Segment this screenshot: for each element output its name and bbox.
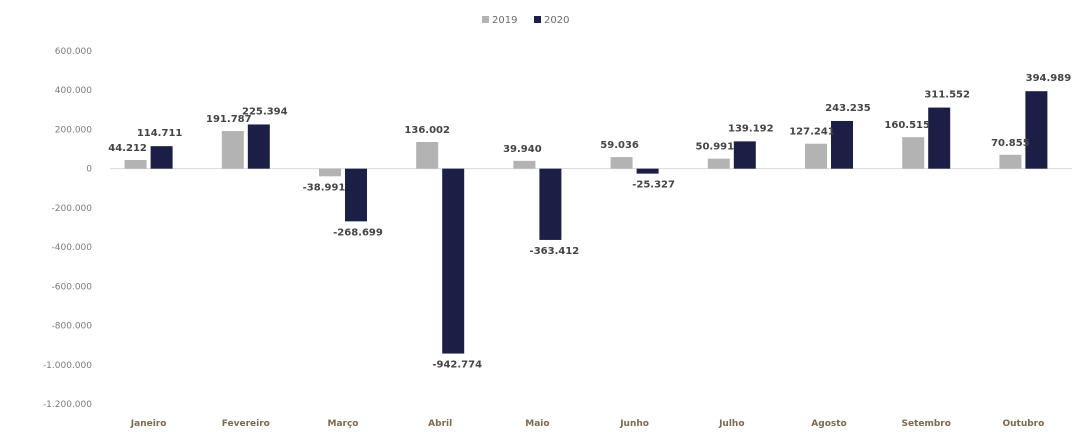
bar-2020-janeiro xyxy=(150,146,173,169)
y-tick-label: -800.000 xyxy=(52,322,93,332)
data-label-2019-março: -38.991 xyxy=(303,182,346,193)
x-category-label: Fevereiro xyxy=(222,419,270,429)
bar-2019-maio xyxy=(513,160,536,169)
y-tick-label: -600.000 xyxy=(52,282,93,292)
bar-2019-março xyxy=(319,168,341,177)
data-label-2019-agosto: 127.241 xyxy=(789,127,835,138)
x-category-label: Outubro xyxy=(1002,419,1044,429)
y-tick-label: -1.000.000 xyxy=(43,361,92,371)
bar-2019-fevereiro xyxy=(221,131,244,169)
data-label-2019-maio: 39.940 xyxy=(503,144,542,155)
data-label-2020-outubro: 394.989 xyxy=(1026,73,1072,84)
data-label-2019-fevereiro: 191.787 xyxy=(206,114,252,125)
x-category-label: Setembro xyxy=(901,419,950,429)
data-label-2019-janeiro: 44.212 xyxy=(108,143,147,154)
bar-2019-setembro xyxy=(902,137,925,169)
data-label-2019-abril: 136.002 xyxy=(404,125,450,136)
bar-2020-setembro xyxy=(928,107,951,169)
data-label-2019-outubro: 70.855 xyxy=(991,138,1030,149)
data-label-2019-setembro: 160.515 xyxy=(884,120,930,131)
y-tick-label: 0 xyxy=(86,165,92,175)
data-label-2020-setembro: 311.552 xyxy=(924,90,970,101)
legend-swatch-2019 xyxy=(482,16,489,23)
x-category-label: Julho xyxy=(718,419,744,429)
bar-2019-outubro xyxy=(999,154,1022,169)
bar-2020-agosto xyxy=(831,120,853,169)
bar-2019-agosto xyxy=(805,143,827,169)
data-label-2020-março: -268.699 xyxy=(333,227,383,238)
bar-2019-julho xyxy=(707,158,730,169)
bar-2020-junho xyxy=(636,168,659,174)
bar-2020-outubro xyxy=(1025,91,1048,169)
x-category-label: Janeiro xyxy=(130,419,167,429)
data-label-2020-abril: -942.774 xyxy=(432,360,482,371)
data-label-2020-agosto: 243.235 xyxy=(825,103,871,114)
y-tick-label: -1.200.000 xyxy=(43,400,92,410)
y-tick-label: 600.000 xyxy=(55,47,92,57)
bar-2020-julho xyxy=(733,141,756,169)
y-tick-label: 200.000 xyxy=(55,125,92,135)
bar-2020-maio xyxy=(539,168,562,240)
chart-legend: 2019 2020 xyxy=(482,15,569,26)
x-category-label: Maio xyxy=(525,419,549,429)
bar-2020-abril xyxy=(442,168,465,354)
data-label-2020-maio: -363.412 xyxy=(530,246,580,257)
bars-group xyxy=(124,91,1048,354)
y-axis: 600.000 400.000 200.000 0 -200.000 -400.000 -6… xyxy=(43,47,92,410)
legend-swatch-2020 xyxy=(534,16,541,23)
x-category-label: Junho xyxy=(619,419,649,429)
x-category-label: Março xyxy=(328,419,359,429)
y-tick-label: -400.000 xyxy=(52,243,93,253)
legend-label-2020: 2020 xyxy=(544,15,569,26)
data-label-2020-julho: 139.192 xyxy=(728,123,774,134)
y-tick-label: -200.000 xyxy=(52,204,93,214)
bar-2019-abril xyxy=(416,141,439,169)
data-label-2019-julho: 50.991 xyxy=(696,142,735,153)
data-label-2020-junho: -25.327 xyxy=(632,180,675,191)
y-tick-label: 400.000 xyxy=(55,86,92,96)
data-label-2020-fevereiro: 225.394 xyxy=(242,106,288,117)
bar-2019-janeiro xyxy=(124,159,147,169)
bar-2020-março xyxy=(345,168,367,222)
data-label-2020-janeiro: 114.711 xyxy=(137,128,183,139)
bar-2020-fevereiro xyxy=(247,124,270,169)
x-category-label: Agosto xyxy=(811,419,846,429)
x-axis: Janeiro Fevereiro Março Abril Maio Junho Julho… xyxy=(130,419,1045,429)
data-label-2019-junho: 59.036 xyxy=(600,140,639,151)
legend-label-2019: 2019 xyxy=(492,15,517,26)
bar-2019-junho xyxy=(610,157,633,169)
x-category-label: Abril xyxy=(428,419,452,429)
